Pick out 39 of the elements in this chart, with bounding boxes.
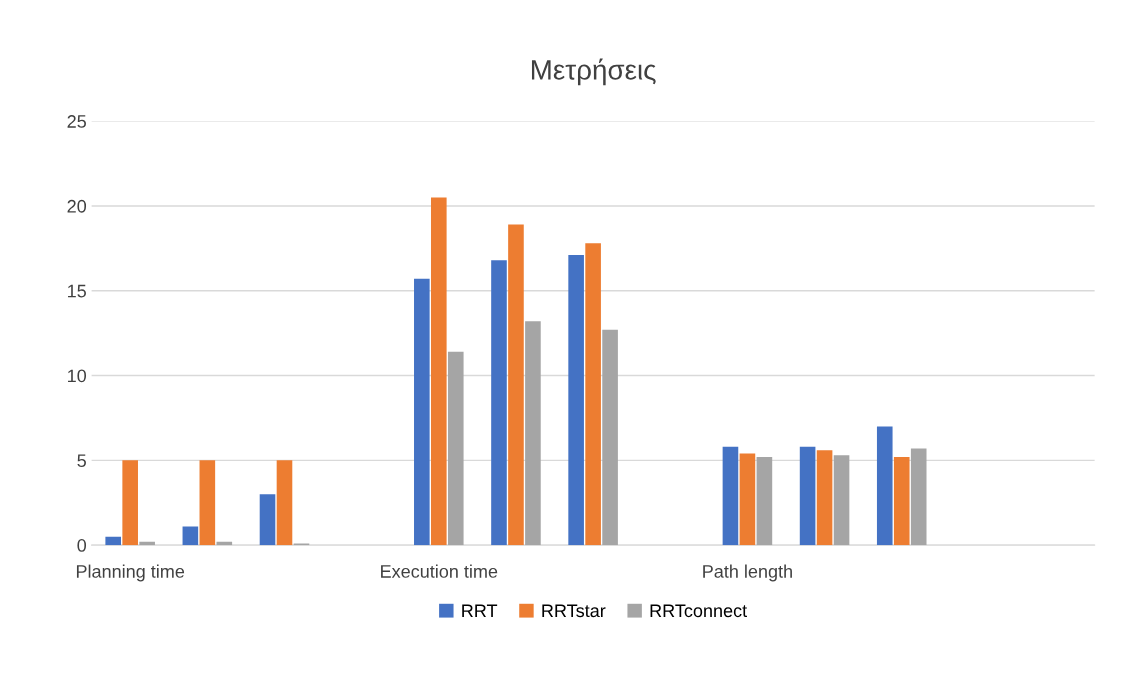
legend-label: RRTconnect xyxy=(650,604,747,618)
chart-title: Μετρήσεις xyxy=(531,58,656,86)
bar xyxy=(739,453,756,546)
bar xyxy=(122,460,138,546)
x-tick-label: Path length xyxy=(703,564,792,582)
bar xyxy=(430,197,447,546)
bar xyxy=(139,541,155,546)
y-tick-label: 10 xyxy=(68,369,87,383)
bar xyxy=(893,456,910,546)
bar xyxy=(182,526,199,546)
bar xyxy=(216,541,233,546)
bar xyxy=(816,450,833,546)
bar xyxy=(491,260,507,546)
bar xyxy=(568,255,584,546)
bar xyxy=(199,460,216,546)
legend-label: RRTstar xyxy=(542,604,606,618)
bar xyxy=(508,224,524,546)
bar xyxy=(756,456,773,546)
y-tick-label: 15 xyxy=(68,284,86,298)
bar xyxy=(105,536,122,546)
bar xyxy=(833,455,850,546)
bar xyxy=(259,494,276,546)
bar xyxy=(447,351,464,546)
bar xyxy=(876,426,893,546)
bar xyxy=(585,243,601,546)
y-tick-label: 25 xyxy=(67,115,86,128)
bar xyxy=(799,446,816,546)
bar xyxy=(910,448,927,546)
bar xyxy=(414,278,430,546)
x-tick-label: Planning time xyxy=(76,564,185,582)
x-tick-label: Execution time xyxy=(381,564,498,578)
bar xyxy=(602,329,618,546)
bar xyxy=(525,321,541,546)
bar xyxy=(276,460,293,546)
y-tick-label: 20 xyxy=(67,199,87,213)
legend-label: RRT xyxy=(462,604,498,617)
bar xyxy=(722,446,739,546)
y-tick-label: 5 xyxy=(77,454,86,468)
y-tick-label: 0 xyxy=(77,539,87,552)
